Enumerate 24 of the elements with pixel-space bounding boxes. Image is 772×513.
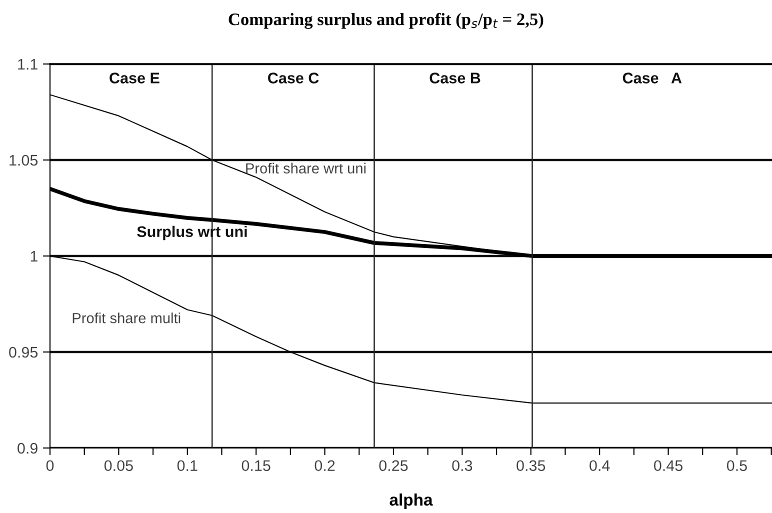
- y-tick-label: 0.95: [9, 346, 38, 358]
- annotation: Profit share multi: [72, 312, 180, 324]
- chart-title: Comparing surplus and profit (p$_{s}$/p$_{t}$ = 2,5): [228, 12, 544, 29]
- y-tick-label: 1: [30, 251, 38, 262]
- x-tick-label: 0.4: [590, 460, 610, 472]
- annotation: Case E: [110, 72, 160, 84]
- y-tick-label: 1.1: [18, 59, 38, 70]
- x-tick-label: 0: [46, 460, 54, 472]
- annotation: Profit share wrt uni: [246, 162, 366, 174]
- x-tick-label: 0.05: [104, 460, 133, 472]
- x-tick-label: 0.1: [177, 460, 198, 472]
- annotation: Case B: [430, 72, 480, 84]
- x-tick-label: 0.15: [242, 460, 270, 472]
- x-tick-label: 0.3: [452, 460, 472, 472]
- annotation: Case C: [268, 72, 319, 84]
- x-tick-label: 0.5: [726, 460, 747, 472]
- x-tick-label: 0.2: [314, 460, 335, 472]
- y-tick-label: 0.9: [18, 442, 38, 454]
- y-tick-label: 1.05: [10, 154, 38, 166]
- x-tick-label: 0.25: [379, 460, 408, 472]
- annotation: Case A: [622, 72, 682, 84]
- x-tick-label: 0.45: [654, 460, 682, 472]
- x-tick-label: 0.35: [516, 460, 546, 472]
- x-axis-title: alpha: [390, 493, 433, 510]
